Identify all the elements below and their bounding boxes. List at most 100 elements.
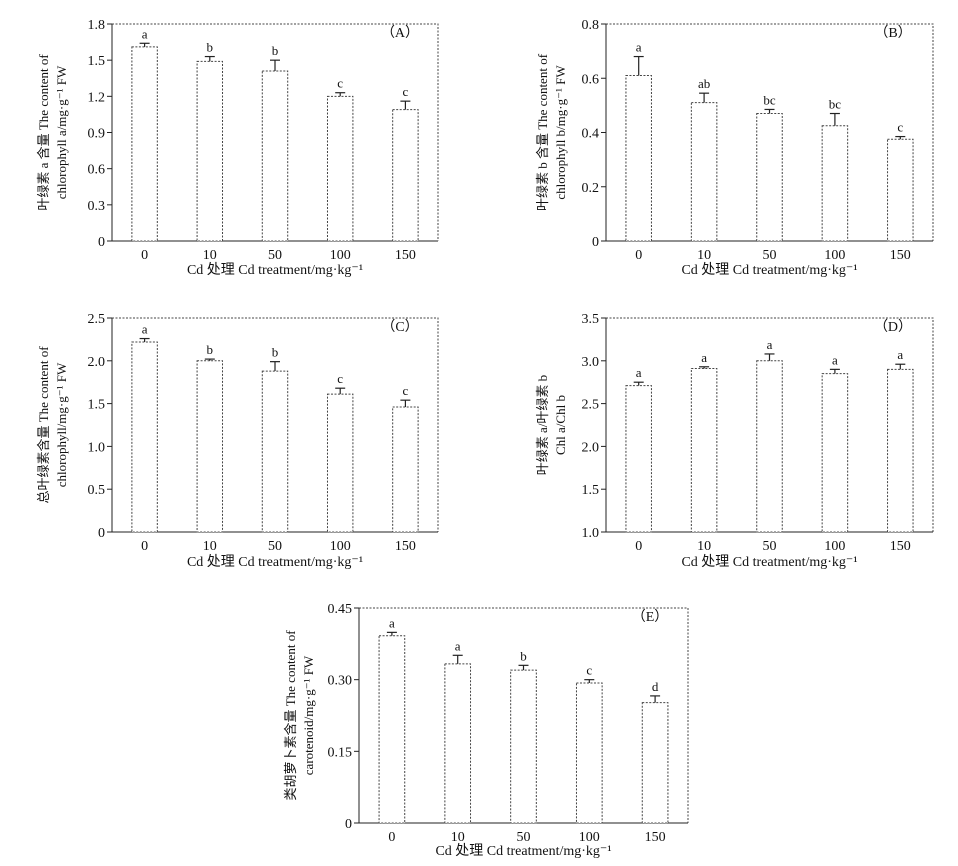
y-tick-label: 0.8 <box>582 18 600 33</box>
y-tick-label: 0.5 <box>88 483 106 498</box>
y-axis-title-line2: chlorophyll a/mg·g⁻¹ FW <box>54 65 69 199</box>
bar <box>444 663 472 824</box>
y-tick-label: 0.6 <box>88 163 106 178</box>
bar <box>261 70 289 242</box>
x-tick-label: 50 <box>268 539 282 554</box>
bar <box>510 669 537 824</box>
bar <box>690 368 718 533</box>
y-tick-label: 1.0 <box>582 526 600 541</box>
significance-letter: b <box>272 345 279 360</box>
significance-letter: ab <box>698 76 710 91</box>
significance-letter: c <box>403 84 409 99</box>
bar <box>625 385 652 533</box>
bar <box>261 370 289 533</box>
bar <box>641 702 669 824</box>
bar <box>690 102 718 242</box>
panel-label: （A） <box>381 25 419 41</box>
x-tick-label: 0 <box>141 539 148 554</box>
y-tick-label: 3.0 <box>582 355 600 370</box>
x-tick-label: 100 <box>824 539 845 554</box>
bar <box>378 635 406 824</box>
bar <box>887 138 914 242</box>
x-tick-label: 100 <box>579 830 600 845</box>
x-tick-label: 10 <box>203 248 217 263</box>
bar <box>756 360 783 533</box>
significance-letter: bc <box>829 97 842 112</box>
y-axis-title-line1: 叶绿素 a 含量 The content of <box>36 54 51 211</box>
significance-letter: a <box>767 337 773 352</box>
bar <box>392 406 419 533</box>
bar <box>575 682 603 824</box>
y-tick-label: 1.5 <box>88 398 106 413</box>
significance-letter: a <box>389 615 395 630</box>
significance-letter: a <box>142 322 148 337</box>
significance-letter: a <box>636 40 642 55</box>
chart-panel-d: 1.0 1.5 2.0 2.5 3.0 3.5 a 0 a 10 a 50 a 100 a 150 （D） Cd … <box>535 312 934 570</box>
y-tick-label: 0.4 <box>582 127 600 142</box>
plot-frame <box>606 23 934 241</box>
y-axis-title-line1: 叶绿素 b 含量 The content of <box>535 53 550 211</box>
bar <box>131 341 158 533</box>
significance-letter: a <box>701 350 707 365</box>
y-tick-label: 1.8 <box>88 18 106 33</box>
x-tick-label: 100 <box>824 248 845 263</box>
significance-letter: c <box>586 663 592 678</box>
x-tick-label: 0 <box>635 248 642 263</box>
x-axis-title: Cd 处理 Cd treatment/mg·kg⁻¹ <box>681 554 857 570</box>
bar <box>196 60 224 242</box>
chart-panel-c: 0 0.5 1.0 1.5 2.0 2.5 a 0 b 10 b 50 c 100 c 150 （C） Cd 处理… <box>36 312 439 570</box>
x-axis-title: Cd 处理 Cd treatment/mg·kg⁻¹ <box>435 843 611 859</box>
y-tick-label: 0.45 <box>328 602 353 617</box>
significance-letter: a <box>636 365 642 380</box>
significance-letter: c <box>337 76 343 91</box>
bar <box>326 95 354 242</box>
significance-letter: b <box>272 43 279 58</box>
plot-frame <box>112 317 439 532</box>
significance-letter: b <box>520 648 527 663</box>
y-tick-label: 1.5 <box>88 54 106 69</box>
y-tick-label: 0.6 <box>582 72 600 87</box>
x-tick-label: 150 <box>645 830 666 845</box>
x-tick-label: 100 <box>330 248 351 263</box>
y-tick-label: 0 <box>345 817 352 832</box>
bar <box>131 46 158 242</box>
bar <box>196 360 224 533</box>
y-tick-label: 2.5 <box>88 312 106 327</box>
x-tick-label: 0 <box>635 539 642 554</box>
x-tick-label: 10 <box>451 830 465 845</box>
bar <box>326 393 354 533</box>
y-tick-label: 1.0 <box>88 440 106 455</box>
significance-letter: c <box>403 383 409 398</box>
y-axis-title-line2: chlorophyll b/mg·g⁻¹ FW <box>553 65 568 200</box>
y-tick-label: 1.2 <box>88 90 106 105</box>
significance-letter: c <box>337 371 343 386</box>
plot-frame <box>606 317 934 532</box>
bar <box>887 368 914 533</box>
significance-letter: c <box>897 120 903 135</box>
plot-frame <box>112 23 439 241</box>
y-axis-title-line1: 总叶绿素含量 The content of <box>36 346 51 504</box>
panel-label: （D） <box>874 319 912 335</box>
y-tick-label: 2.0 <box>582 440 600 455</box>
chart-panel-b: 0 0.2 0.4 0.6 0.8 a 0 ab 10 bc 50 bc 100 c 150 （B） Cd 处理… <box>535 18 934 278</box>
bar <box>821 373 849 533</box>
x-tick-label: 50 <box>763 539 777 554</box>
significance-letter: b <box>207 342 214 357</box>
y-tick-label: 0.30 <box>328 674 353 689</box>
plot-frame <box>359 607 689 823</box>
y-axis-title-line2: Chl a/Chl b <box>553 395 568 455</box>
y-tick-label: 0.3 <box>88 199 106 214</box>
x-axis-title: Cd 处理 Cd treatment/mg·kg⁻¹ <box>681 262 857 278</box>
x-axis-title: Cd 处理 Cd treatment/mg·kg⁻¹ <box>187 554 363 570</box>
y-tick-label: 0 <box>592 235 599 250</box>
x-tick-label: 100 <box>330 539 351 554</box>
significance-letter: b <box>207 40 214 55</box>
panel-label: （C） <box>381 319 418 335</box>
x-tick-label: 150 <box>890 248 911 263</box>
panel-label: （B） <box>874 25 911 41</box>
panel-label: （E） <box>632 609 669 625</box>
chart-panel-a: 0 0.3 0.6 0.9 1.2 1.5 1.8 a 0 b 10 b 50 c 100 c 150 （A） Cd… <box>36 18 439 278</box>
x-tick-label: 50 <box>268 248 282 263</box>
y-tick-label: 0 <box>98 526 105 541</box>
y-tick-label: 0.15 <box>328 745 353 760</box>
